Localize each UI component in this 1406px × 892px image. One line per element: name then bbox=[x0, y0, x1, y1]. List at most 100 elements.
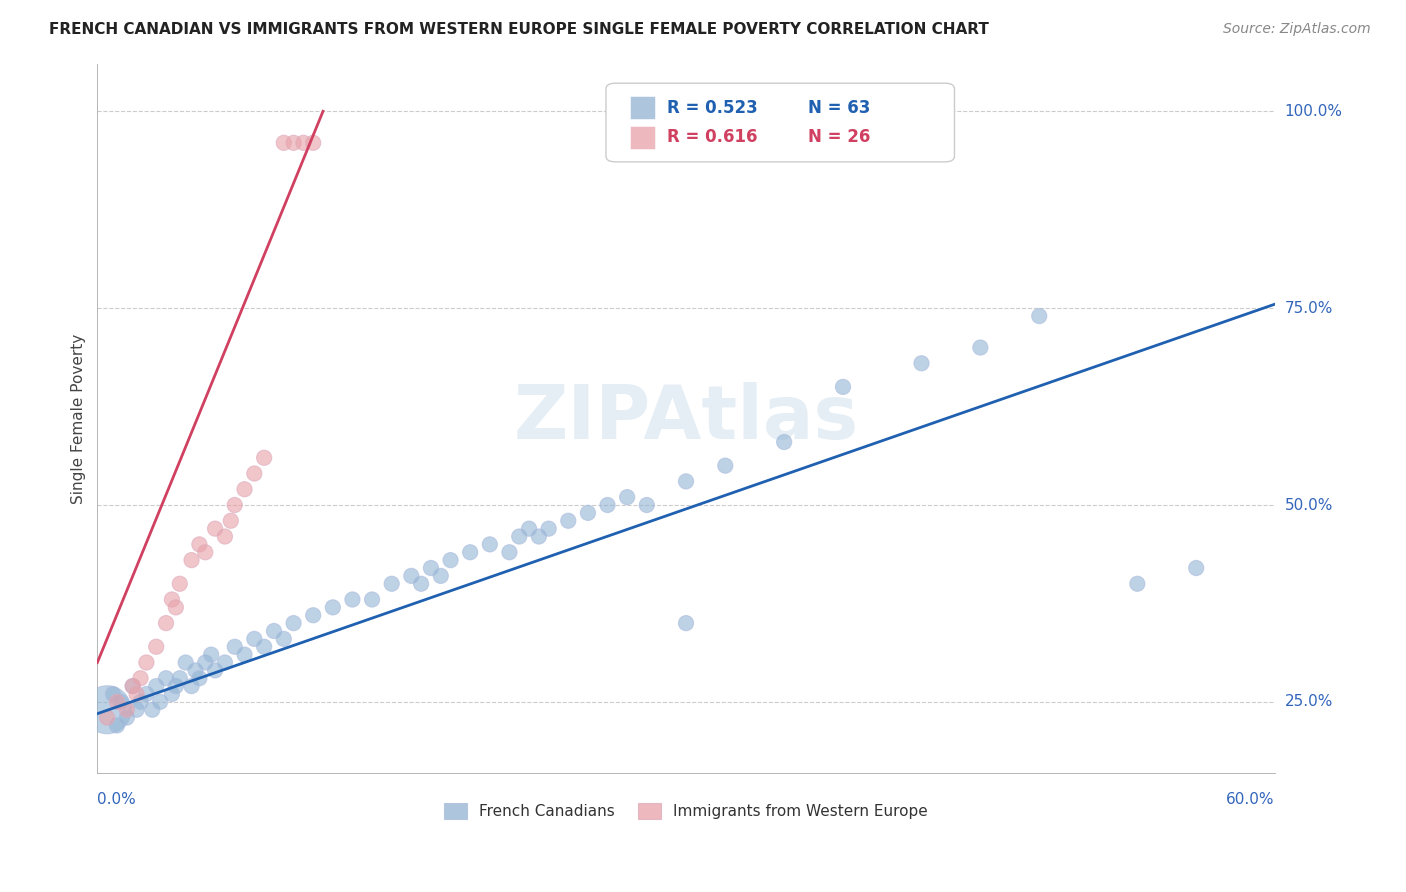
Point bbox=[121, 679, 143, 693]
Point bbox=[458, 545, 481, 559]
Point bbox=[517, 522, 540, 536]
Point bbox=[214, 529, 236, 543]
Point bbox=[576, 506, 599, 520]
Point bbox=[145, 679, 167, 693]
Point bbox=[675, 616, 697, 631]
Point bbox=[105, 695, 128, 709]
Point bbox=[188, 671, 211, 685]
Point bbox=[115, 703, 138, 717]
Text: N = 63: N = 63 bbox=[808, 99, 870, 117]
Point bbox=[204, 522, 226, 536]
Text: FRENCH CANADIAN VS IMMIGRANTS FROM WESTERN EUROPE SINGLE FEMALE POVERTY CORRELAT: FRENCH CANADIAN VS IMMIGRANTS FROM WESTE… bbox=[49, 22, 988, 37]
Point bbox=[204, 664, 226, 678]
Y-axis label: Single Female Poverty: Single Female Poverty bbox=[72, 334, 86, 503]
Point bbox=[283, 616, 305, 631]
Point bbox=[273, 136, 295, 150]
Point bbox=[141, 703, 163, 717]
Text: 100.0%: 100.0% bbox=[1285, 103, 1343, 119]
FancyBboxPatch shape bbox=[630, 96, 655, 119]
Text: 60.0%: 60.0% bbox=[1226, 792, 1275, 807]
Point bbox=[121, 679, 143, 693]
Point bbox=[125, 703, 148, 717]
Point bbox=[498, 545, 520, 559]
Point bbox=[243, 467, 266, 481]
Point bbox=[149, 695, 172, 709]
Point bbox=[439, 553, 461, 567]
Point bbox=[233, 483, 256, 497]
Point bbox=[165, 600, 187, 615]
Point bbox=[322, 600, 344, 615]
Point bbox=[169, 576, 191, 591]
Point bbox=[910, 356, 932, 370]
Text: 25.0%: 25.0% bbox=[1285, 694, 1333, 709]
Point bbox=[773, 435, 796, 450]
Point bbox=[636, 498, 658, 512]
Point bbox=[125, 687, 148, 701]
Point bbox=[675, 475, 697, 489]
Point bbox=[110, 695, 132, 709]
Point bbox=[243, 632, 266, 646]
Text: 50.0%: 50.0% bbox=[1285, 498, 1333, 513]
Point bbox=[135, 687, 157, 701]
Point bbox=[96, 703, 118, 717]
Point bbox=[180, 553, 202, 567]
Point bbox=[155, 616, 177, 631]
Point bbox=[302, 608, 325, 623]
FancyBboxPatch shape bbox=[606, 83, 955, 161]
Point bbox=[401, 569, 423, 583]
Point bbox=[155, 671, 177, 685]
Point bbox=[419, 561, 441, 575]
Point bbox=[184, 664, 207, 678]
Point bbox=[129, 671, 152, 685]
Point bbox=[429, 569, 451, 583]
Point bbox=[478, 537, 501, 551]
Point bbox=[1126, 576, 1149, 591]
Point bbox=[537, 522, 560, 536]
Text: R = 0.523: R = 0.523 bbox=[668, 99, 758, 117]
Text: R = 0.616: R = 0.616 bbox=[668, 128, 758, 146]
Point bbox=[169, 671, 191, 685]
Point bbox=[596, 498, 619, 512]
Text: 0.0%: 0.0% bbox=[97, 792, 136, 807]
Point bbox=[214, 656, 236, 670]
Point bbox=[101, 687, 124, 701]
Point bbox=[253, 450, 276, 465]
Point bbox=[194, 656, 217, 670]
Point bbox=[283, 136, 305, 150]
Point bbox=[135, 656, 157, 670]
Point bbox=[105, 718, 128, 732]
Point bbox=[832, 380, 855, 394]
Point bbox=[160, 687, 183, 701]
Point bbox=[224, 498, 246, 512]
Text: ZIPAtlas: ZIPAtlas bbox=[513, 382, 859, 455]
Point bbox=[273, 632, 295, 646]
Point bbox=[165, 679, 187, 693]
Point bbox=[174, 656, 197, 670]
Point bbox=[253, 640, 276, 654]
Point bbox=[1028, 309, 1050, 323]
Point bbox=[381, 576, 404, 591]
Text: 75.0%: 75.0% bbox=[1285, 301, 1333, 316]
Point bbox=[219, 514, 242, 528]
Point bbox=[180, 679, 202, 693]
Point bbox=[508, 529, 530, 543]
Legend: French Canadians, Immigrants from Western Europe: French Canadians, Immigrants from Wester… bbox=[439, 797, 934, 825]
Point bbox=[302, 136, 325, 150]
FancyBboxPatch shape bbox=[630, 126, 655, 149]
Point bbox=[616, 490, 638, 504]
Point bbox=[129, 695, 152, 709]
Point bbox=[115, 711, 138, 725]
Point bbox=[96, 711, 118, 725]
Point bbox=[361, 592, 384, 607]
Point bbox=[411, 576, 433, 591]
Point bbox=[145, 640, 167, 654]
Point bbox=[557, 514, 579, 528]
Point bbox=[342, 592, 364, 607]
Point bbox=[263, 624, 285, 638]
Point bbox=[160, 592, 183, 607]
Text: N = 26: N = 26 bbox=[808, 128, 870, 146]
Point bbox=[969, 341, 991, 355]
Point bbox=[714, 458, 737, 473]
Point bbox=[194, 545, 217, 559]
Point bbox=[224, 640, 246, 654]
